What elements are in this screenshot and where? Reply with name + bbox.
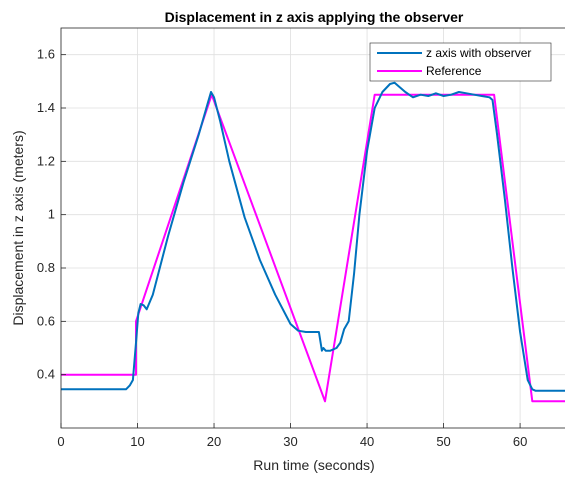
y-tick-label: 0.6 [37,313,55,328]
legend-label-reference: Reference [426,64,482,78]
x-tick-label: 60 [513,434,527,449]
y-tick-label: 1.2 [37,153,55,168]
y-tick-label: 1.6 [37,47,55,62]
x-tick-label: 50 [436,434,450,449]
chart-title: Displacement in z axis applying the obse… [165,9,464,25]
x-tick-label: 20 [207,434,221,449]
x-tick-label: 40 [360,434,374,449]
x-tick-label: 0 [57,434,64,449]
series-line-reference [61,93,565,403]
grid [60,28,565,428]
legend-box [369,42,552,82]
ticks [60,54,521,428]
y-tick-label: 1.4 [37,100,55,115]
x-tick-label: 30 [283,434,297,449]
legend-label-observer: z axis with observer [426,46,531,60]
y-axis-label: Displacement in z axis (meters) [10,130,26,325]
tick-labels: 0 10 20 30 40 50 60 0.4 0.6 0.8 1 1.2 1.4 1.6 [37,47,527,449]
series-line-observer [61,81,565,392]
series-layer [61,81,565,403]
x-tick-label: 10 [130,434,144,449]
legend: z axis with observer Reference [369,42,552,82]
plot-frame [60,27,565,429]
y-tick-label: 1 [48,207,55,222]
y-tick-label: 0.4 [37,367,55,382]
x-axis-label: Run time (seconds) [253,457,374,473]
y-tick-label: 0.8 [37,260,55,275]
